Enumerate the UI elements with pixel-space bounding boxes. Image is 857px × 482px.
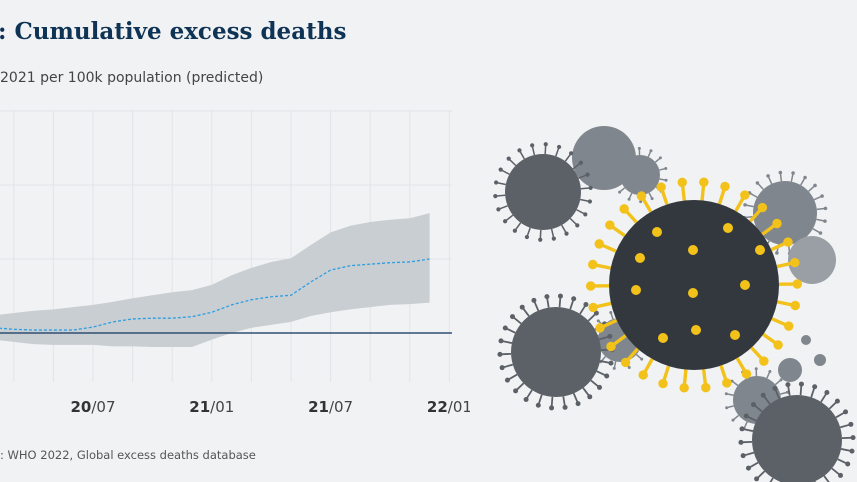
confidence-band — [0, 213, 430, 348]
x-tick-label: 22/01 — [427, 398, 470, 416]
virus-icon — [493, 142, 593, 242]
chart-title: : Cumulative excess deaths — [0, 18, 347, 45]
particle — [814, 354, 826, 366]
x-tick-label: 20/07 — [70, 398, 115, 416]
chart-source: : WHO 2022, Global excess deaths databas… — [0, 448, 256, 462]
virus-icon — [778, 358, 802, 382]
chart: 20/07 21/01 21/07 22/01 — [0, 110, 470, 416]
x-tick-label: 21/07 — [308, 398, 353, 416]
chart-subtitle: 2021 per 100k population (predicted) — [0, 70, 264, 86]
virus-icon — [738, 381, 856, 482]
particle — [801, 335, 811, 345]
virus-icon — [788, 236, 836, 284]
virus-icon — [497, 293, 615, 411]
virus-icon — [585, 177, 803, 393]
x-tick-label: 21/01 — [189, 398, 234, 416]
mean-line — [0, 258, 430, 331]
